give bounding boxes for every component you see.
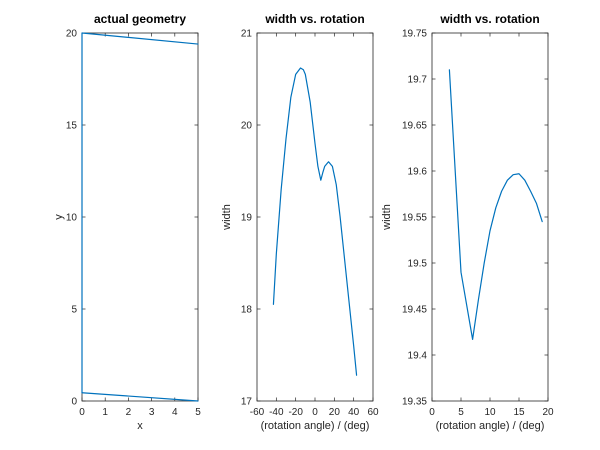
y-tick-label: 19.45 bbox=[402, 305, 427, 316]
series-line-1 bbox=[272, 67, 358, 376]
x-tick-label: 2 bbox=[126, 407, 132, 418]
y-tick-label: 18 bbox=[241, 305, 253, 316]
y-axis-label: y bbox=[53, 214, 65, 220]
y-axis-label: width bbox=[381, 204, 393, 231]
y-tick-label: 19.65 bbox=[402, 121, 427, 132]
y-tick-label: 19.35 bbox=[402, 397, 427, 408]
x-tick-label: 15 bbox=[513, 407, 525, 418]
x-axis-label: x bbox=[137, 420, 143, 432]
x-tick-label: 5 bbox=[458, 407, 464, 418]
x-tick-label: -20 bbox=[288, 407, 303, 418]
y-tick-label: 0 bbox=[71, 397, 77, 408]
x-tick-label: 20 bbox=[542, 407, 554, 418]
x-tick-label: -40 bbox=[269, 407, 284, 418]
y-tick-label: 19 bbox=[241, 213, 253, 224]
series-line-2 bbox=[81, 392, 199, 402]
subplot-2: width vs. rotation -60 -40 -20 0 20 40 60 17 18 19… bbox=[221, 12, 379, 432]
x-tick-label: 60 bbox=[367, 407, 379, 418]
y-tick-label: 19.5 bbox=[408, 259, 428, 270]
y-tick-label: 20 bbox=[66, 29, 78, 40]
x-tick-label: 0 bbox=[429, 407, 435, 418]
y-tick-label: 19.55 bbox=[402, 213, 427, 224]
chart-title: width vs. rotation bbox=[439, 12, 539, 26]
axes-frame bbox=[431, 32, 549, 402]
x-tick-label: 0 bbox=[79, 407, 85, 418]
y-tick-label: 19.6 bbox=[408, 167, 428, 178]
series-line-1 bbox=[448, 69, 543, 340]
x-tick-label: 4 bbox=[172, 407, 178, 418]
axes-frame bbox=[81, 32, 199, 402]
y-tick-label: 17 bbox=[241, 397, 253, 408]
chart-title: width vs. rotation bbox=[264, 12, 364, 26]
chart-title: actual geometry bbox=[94, 12, 186, 26]
x-axis-label: (rotation angle) / (deg) bbox=[261, 420, 370, 432]
y-tick-label: 20 bbox=[241, 121, 253, 132]
y-tick-label: 10 bbox=[66, 213, 78, 224]
y-tick-label: 19.7 bbox=[408, 75, 428, 86]
y-tick-label: 21 bbox=[241, 29, 253, 40]
subplot-3: width vs. rotation 0 5 10 15 20 19.35 19.4 19.45… bbox=[381, 12, 554, 432]
y-tick-label: 19.75 bbox=[402, 29, 427, 40]
x-tick-label: 1 bbox=[102, 407, 108, 418]
x-tick-label: -60 bbox=[250, 407, 265, 418]
axes-frame bbox=[256, 32, 374, 402]
subplot-1: actual geometry 0 1 2 3 4 5 0 5 10 15 20 x y bbox=[53, 12, 201, 432]
y-tick-label: 15 bbox=[66, 121, 78, 132]
series-line-1 bbox=[81, 32, 199, 394]
x-tick-label: 3 bbox=[149, 407, 155, 418]
x-tick-label: 40 bbox=[348, 407, 360, 418]
x-axis-label: (rotation angle) / (deg) bbox=[436, 420, 545, 432]
x-tick-label: 0 bbox=[312, 407, 318, 418]
y-tick-label: 5 bbox=[71, 305, 77, 316]
y-axis-label: width bbox=[221, 204, 233, 231]
x-tick-label: 5 bbox=[195, 407, 201, 418]
x-tick-label: 10 bbox=[484, 407, 496, 418]
x-tick-label: 20 bbox=[329, 407, 341, 418]
y-tick-label: 19.4 bbox=[408, 351, 428, 362]
